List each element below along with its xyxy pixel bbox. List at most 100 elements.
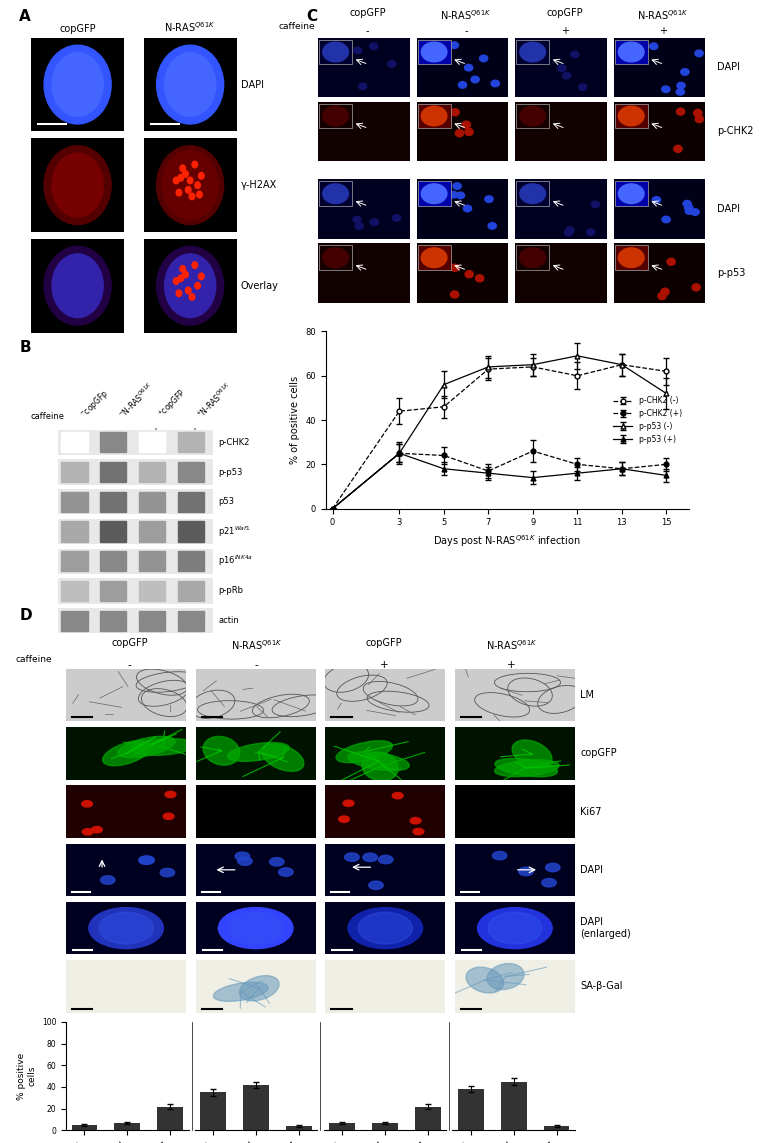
Ellipse shape xyxy=(488,223,497,229)
Ellipse shape xyxy=(681,69,689,75)
Ellipse shape xyxy=(465,64,473,71)
Ellipse shape xyxy=(684,205,693,210)
Text: caffeine: caffeine xyxy=(15,655,52,664)
Ellipse shape xyxy=(650,43,658,49)
Bar xyxy=(61,551,88,572)
Ellipse shape xyxy=(189,193,195,200)
Ellipse shape xyxy=(180,265,185,272)
Text: DAPI: DAPI xyxy=(580,865,604,874)
Ellipse shape xyxy=(176,190,182,195)
Ellipse shape xyxy=(140,856,154,864)
Text: N-RAS$^{Q61K}$: N-RAS$^{Q61K}$ xyxy=(486,638,537,652)
Text: $^{+}$copGFP: $^{+}$copGFP xyxy=(155,386,190,421)
Text: SA-β-Gal: SA-β-Gal xyxy=(580,982,623,991)
Bar xyxy=(178,462,204,482)
Ellipse shape xyxy=(176,290,182,296)
Ellipse shape xyxy=(355,223,363,230)
Ellipse shape xyxy=(269,857,284,866)
Text: copGFP: copGFP xyxy=(365,638,403,648)
Ellipse shape xyxy=(52,254,103,318)
Ellipse shape xyxy=(487,964,524,990)
Ellipse shape xyxy=(413,829,424,834)
Ellipse shape xyxy=(44,146,111,224)
Ellipse shape xyxy=(173,278,179,285)
Ellipse shape xyxy=(579,83,587,90)
Ellipse shape xyxy=(227,743,289,761)
Ellipse shape xyxy=(618,106,644,126)
Ellipse shape xyxy=(369,43,378,49)
Text: p-p53: p-p53 xyxy=(218,467,242,477)
Ellipse shape xyxy=(421,42,447,62)
Text: p-pRb: p-pRb xyxy=(218,586,243,596)
Text: D: D xyxy=(19,608,32,623)
Legend: p-CHK2 (-), p-CHK2 (+), p-p53 (-), p-p53 (+): p-CHK2 (-), p-CHK2 (+), p-p53 (-), p-p53… xyxy=(611,393,684,447)
Bar xyxy=(114,1122,140,1130)
Ellipse shape xyxy=(451,109,459,115)
Bar xyxy=(615,246,648,270)
Text: +: + xyxy=(190,427,198,437)
Ellipse shape xyxy=(387,61,396,67)
Text: p53: p53 xyxy=(218,497,234,506)
Bar xyxy=(286,1126,312,1130)
Text: +: + xyxy=(379,661,389,671)
Ellipse shape xyxy=(493,852,507,860)
Ellipse shape xyxy=(662,216,670,223)
Text: $^{-}$N-RAS$^{Q61K}$: $^{-}$N-RAS$^{Q61K}$ xyxy=(116,379,158,421)
Ellipse shape xyxy=(546,863,560,872)
Ellipse shape xyxy=(451,264,459,271)
Ellipse shape xyxy=(279,868,293,877)
Ellipse shape xyxy=(618,184,644,203)
Ellipse shape xyxy=(677,109,684,115)
Ellipse shape xyxy=(44,247,111,325)
Ellipse shape xyxy=(162,151,218,219)
Text: N-RAS$^{Q61K}$: N-RAS$^{Q61K}$ xyxy=(637,8,689,22)
Bar xyxy=(615,40,648,64)
Bar xyxy=(372,1122,398,1130)
Bar xyxy=(178,581,204,601)
Ellipse shape xyxy=(520,42,546,62)
Text: DAPI: DAPI xyxy=(241,80,264,89)
Ellipse shape xyxy=(676,88,684,95)
Bar xyxy=(100,491,126,512)
Ellipse shape xyxy=(520,184,546,203)
Ellipse shape xyxy=(192,262,198,269)
Ellipse shape xyxy=(494,760,559,777)
Bar xyxy=(178,551,204,572)
Ellipse shape xyxy=(462,121,470,128)
Ellipse shape xyxy=(393,792,403,799)
Ellipse shape xyxy=(692,283,700,291)
Bar xyxy=(243,1085,269,1130)
Ellipse shape xyxy=(488,912,542,944)
Ellipse shape xyxy=(52,53,103,117)
Ellipse shape xyxy=(359,83,367,89)
Ellipse shape xyxy=(667,258,675,265)
Ellipse shape xyxy=(182,170,189,177)
Ellipse shape xyxy=(451,291,459,298)
Text: copGFP: copGFP xyxy=(580,749,617,758)
Ellipse shape xyxy=(485,195,493,202)
Ellipse shape xyxy=(465,271,473,278)
Text: +: + xyxy=(560,26,569,37)
Bar xyxy=(139,462,165,482)
Bar xyxy=(100,610,126,631)
Ellipse shape xyxy=(618,248,644,267)
Ellipse shape xyxy=(185,186,191,193)
Ellipse shape xyxy=(421,184,447,203)
Ellipse shape xyxy=(456,129,463,137)
Ellipse shape xyxy=(323,184,348,203)
Bar xyxy=(100,462,126,482)
Ellipse shape xyxy=(99,912,153,944)
Text: -: - xyxy=(255,661,258,671)
Ellipse shape xyxy=(558,65,566,72)
Bar xyxy=(200,1093,226,1130)
Bar xyxy=(417,40,451,64)
Ellipse shape xyxy=(691,209,699,215)
Ellipse shape xyxy=(199,273,204,280)
Text: p21$^{Waf1}$: p21$^{Waf1}$ xyxy=(218,525,251,538)
Ellipse shape xyxy=(343,800,354,807)
Bar xyxy=(615,182,648,206)
Ellipse shape xyxy=(542,879,556,887)
Ellipse shape xyxy=(694,110,702,117)
Y-axis label: % positive
cells: % positive cells xyxy=(17,1053,36,1100)
Ellipse shape xyxy=(88,908,164,949)
